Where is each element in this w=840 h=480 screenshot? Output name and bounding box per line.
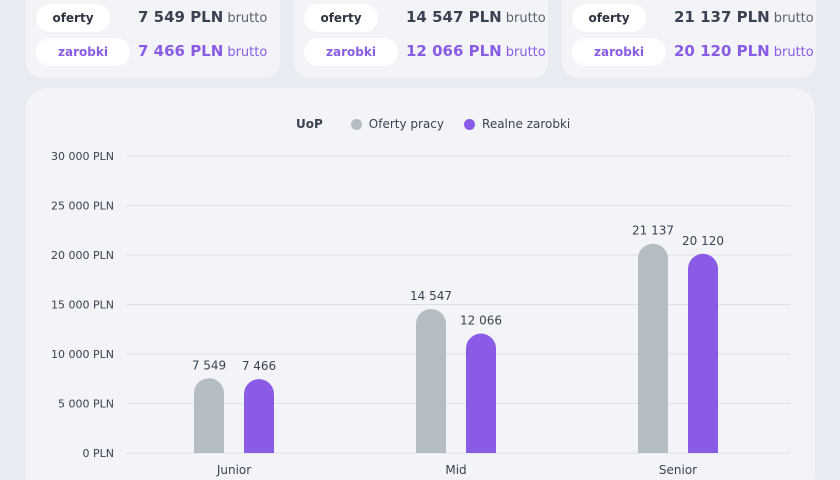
bar-senior-offers <box>638 243 668 453</box>
summary-card-senior: oferty 21 137 PLN brutto zarobki 20 120 P… <box>562 0 816 78</box>
legend-title: UoP <box>296 117 323 131</box>
summary-card-mid: oferty 14 547 PLN brutto zarobki 12 066 P… <box>294 0 548 78</box>
offer-pill: oferty <box>572 4 646 32</box>
bar-mid-earnings <box>466 333 496 453</box>
legend-dot-offers <box>350 118 362 130</box>
y-tick-label: 15 000 PLN <box>51 299 114 312</box>
earnings-value: 20 120 PLN brutto <box>674 42 814 60</box>
earnings-value: 12 066 PLN brutto <box>406 42 546 60</box>
bar-mid-offers <box>416 308 446 453</box>
earnings-pill: zarobki <box>572 38 666 66</box>
y-tick-label: 30 000 PLN <box>51 150 114 163</box>
bar-junior-earnings <box>244 379 274 453</box>
data-label: 14 547 <box>410 289 452 303</box>
legend-dot-earnings <box>464 118 476 130</box>
legend-label-offers: Oferty pracy <box>368 117 445 131</box>
data-label: 12 066 <box>460 314 502 328</box>
offer-pill: oferty <box>36 4 110 32</box>
data-label: 20 120 <box>682 234 724 248</box>
y-tick-label: 0 PLN <box>83 447 115 460</box>
summary-cards: oferty 7 549 PLN brutto zarobki 7 466 PLN… <box>0 0 840 80</box>
summary-card-junior: oferty 7 549 PLN brutto zarobki 7 466 PLN… <box>26 0 280 78</box>
x-tick-label: Senior <box>659 463 697 477</box>
y-tick-label: 20 000 PLN <box>51 249 114 262</box>
x-tick-label: Junior <box>216 463 251 477</box>
y-tick-label: 10 000 PLN <box>51 348 114 361</box>
legend-label-earnings: Realne zarobki <box>482 117 571 131</box>
offer-value: 21 137 PLN brutto <box>674 8 814 26</box>
earnings-value: 7 466 PLN brutto <box>138 42 268 60</box>
legend-item-earnings[interactable]: Realne zarobki <box>464 117 570 131</box>
bar-senior-earnings <box>688 253 718 453</box>
y-tick-label: 5 000 PLN <box>58 398 114 411</box>
data-label: 7 549 <box>192 358 226 372</box>
bar-junior-offers <box>194 378 224 453</box>
earnings-pill: zarobki <box>36 38 130 66</box>
x-tick-label: Mid <box>445 463 466 477</box>
offer-value: 7 549 PLN brutto <box>138 8 268 26</box>
earnings-pill: zarobki <box>304 38 398 66</box>
chart-legend: UoP Oferty pracy Realne zarobki <box>296 116 590 132</box>
data-label: 21 137 <box>632 224 674 238</box>
legend-item-offers[interactable]: Oferty pracy <box>350 117 445 131</box>
offer-pill: oferty <box>304 4 378 32</box>
data-label: 7 466 <box>242 359 276 373</box>
y-tick-label: 25 000 PLN <box>51 200 114 213</box>
offer-value: 14 547 PLN brutto <box>406 8 546 26</box>
